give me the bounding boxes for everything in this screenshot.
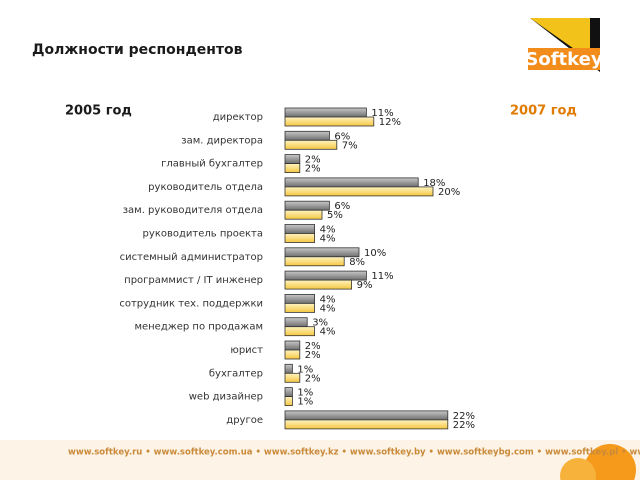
bar bbox=[284, 107, 367, 118]
bar bbox=[284, 186, 434, 197]
value-label: 6% bbox=[334, 131, 350, 142]
bar bbox=[284, 163, 301, 174]
bar bbox=[284, 233, 316, 243]
bar bbox=[284, 372, 301, 383]
bar bbox=[284, 396, 293, 407]
value-label: 4% bbox=[320, 327, 336, 338]
bar bbox=[284, 177, 419, 188]
bar bbox=[284, 200, 330, 211]
value-label: 1% bbox=[297, 388, 313, 399]
category-label: системный администратор bbox=[120, 252, 263, 263]
value-label: 1% bbox=[297, 397, 313, 408]
bar bbox=[284, 247, 360, 258]
logo-band bbox=[528, 48, 600, 70]
category-label: руководитель отдела bbox=[148, 182, 263, 193]
bar bbox=[284, 302, 316, 313]
value-label: 6% bbox=[334, 201, 350, 212]
value-label: 7% bbox=[342, 140, 358, 151]
category-label: бухгалтер bbox=[209, 368, 263, 379]
value-label: 4% bbox=[320, 225, 336, 236]
bar bbox=[284, 256, 345, 267]
bar bbox=[284, 209, 323, 220]
category-label: менеджер по продажам bbox=[134, 322, 263, 333]
bar bbox=[284, 224, 316, 234]
bar bbox=[284, 419, 449, 430]
orange-decoration bbox=[584, 444, 636, 480]
value-label: 11% bbox=[371, 271, 393, 282]
category-label: директор bbox=[213, 112, 263, 123]
legend-label: 2007 год bbox=[510, 104, 577, 119]
bar bbox=[284, 349, 301, 360]
footer-band bbox=[0, 440, 640, 480]
orange-decoration bbox=[560, 458, 596, 480]
value-label: 3% bbox=[312, 318, 328, 329]
value-label: 12% bbox=[379, 117, 401, 128]
category-label: web дизайнер bbox=[189, 392, 263, 403]
bar bbox=[284, 154, 301, 165]
plot: директор 11%12%зам. директора 6%7%главный … bbox=[119, 107, 475, 431]
bar bbox=[284, 317, 308, 328]
category-label: руководитель проекта bbox=[143, 229, 263, 240]
bar bbox=[284, 139, 338, 150]
bar bbox=[284, 279, 352, 290]
value-label: 18% bbox=[423, 178, 445, 189]
category-label: зам. руководителя отдела bbox=[123, 205, 263, 216]
chart-title: Должности респондентов bbox=[32, 42, 243, 58]
value-label: 20% bbox=[438, 187, 460, 198]
category-label: главный бухгалтер bbox=[161, 159, 263, 170]
value-label: 4% bbox=[320, 303, 336, 314]
bar bbox=[284, 116, 375, 127]
value-label: 22% bbox=[453, 420, 475, 431]
value-label: 10% bbox=[364, 248, 386, 259]
bar bbox=[284, 130, 330, 141]
value-label: 9% bbox=[357, 280, 373, 291]
logo: Softkey bbox=[525, 18, 603, 72]
value-label: 11% bbox=[371, 108, 393, 119]
footer-text: www.softkey.ru • www.softkey.com.ua • ww… bbox=[68, 448, 640, 458]
bar bbox=[284, 326, 316, 337]
value-label: 4% bbox=[320, 234, 336, 245]
category-label: зам. директора bbox=[181, 135, 263, 146]
value-label: 4% bbox=[320, 294, 336, 305]
legend-label: 2005 год bbox=[65, 104, 132, 119]
bar bbox=[284, 387, 293, 398]
logo-text: Softkey bbox=[525, 49, 602, 70]
value-label: 2% bbox=[305, 373, 321, 384]
category-label: программист / IT инженер bbox=[124, 275, 263, 286]
bar bbox=[284, 410, 449, 421]
value-label: 2% bbox=[305, 341, 321, 352]
bar bbox=[284, 293, 316, 304]
value-label: 8% bbox=[349, 257, 365, 268]
category-label: юрист bbox=[230, 345, 263, 356]
value-label: 2% bbox=[305, 155, 321, 166]
value-label: 22% bbox=[453, 411, 475, 422]
category-label: другое bbox=[226, 415, 263, 426]
category-label: сотрудник тех. поддержки bbox=[119, 298, 263, 309]
value-label: 2% bbox=[305, 350, 321, 361]
bar bbox=[284, 270, 367, 281]
bar bbox=[284, 363, 293, 374]
value-label: 2% bbox=[305, 164, 321, 175]
value-label: 1% bbox=[297, 364, 313, 375]
value-label: 5% bbox=[327, 210, 343, 221]
bar bbox=[284, 340, 301, 351]
